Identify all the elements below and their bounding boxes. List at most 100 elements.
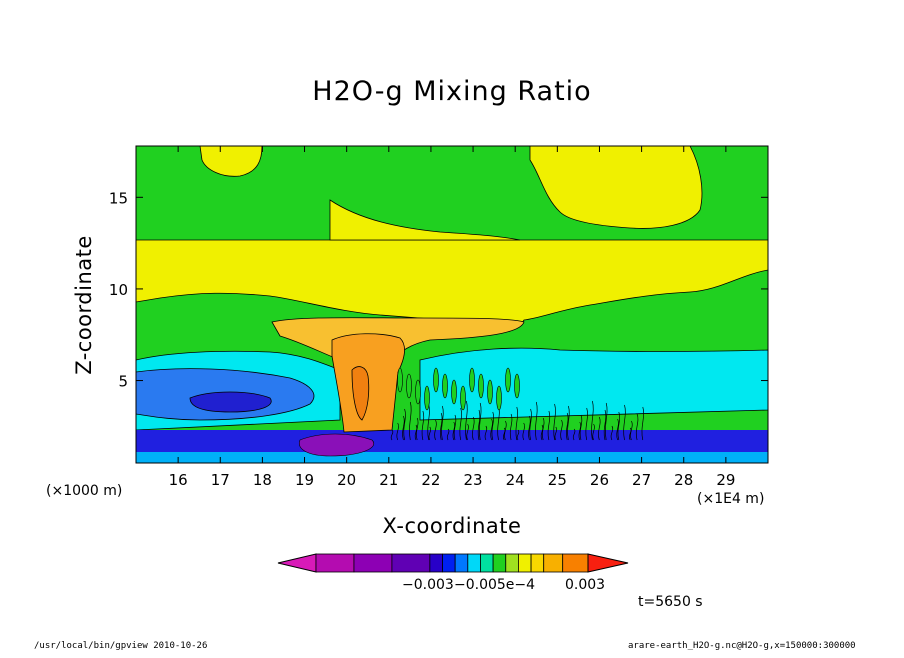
turbulence-line bbox=[591, 400, 594, 441]
plot-frame bbox=[135, 145, 769, 464]
turbulence-line bbox=[535, 401, 538, 441]
colorbar-swatch bbox=[492, 553, 507, 573]
colorbar-swatch bbox=[505, 553, 519, 573]
colorbar-arrow-right bbox=[587, 553, 629, 573]
x-tick-label: 27 bbox=[632, 471, 651, 489]
turbulence-line bbox=[503, 427, 506, 441]
colorbar-swatch bbox=[562, 553, 589, 573]
colorbar-swatch bbox=[442, 553, 456, 573]
plot-area bbox=[136, 146, 768, 463]
field-yellow-mid-top bbox=[329, 199, 521, 241]
y-ticks: 5 10 15 bbox=[109, 189, 768, 391]
x-tick-label: 22 bbox=[421, 471, 440, 489]
x-axis-title: X-coordinate bbox=[382, 514, 522, 538]
footer-left: /usr/local/bin/gpview 2010-10-26 bbox=[34, 641, 208, 651]
x-tick-label: 26 bbox=[590, 471, 609, 489]
turbulence-line bbox=[605, 402, 608, 441]
turbulence-line bbox=[509, 413, 513, 441]
turbulence-line bbox=[414, 424, 418, 441]
turbulence-line bbox=[402, 415, 405, 441]
turbulence-line bbox=[416, 417, 419, 441]
y-tick-label: 5 bbox=[118, 373, 128, 391]
turbulence-lines bbox=[390, 367, 644, 441]
x-tick-label: 25 bbox=[548, 471, 567, 489]
turbulence-line bbox=[434, 419, 437, 441]
colorbar-swatch bbox=[391, 553, 431, 573]
x-ticks: 16 17 18 19 20 21 22 23 24 25 26 27 28 29 bbox=[169, 146, 735, 489]
colorbar-swatch bbox=[518, 553, 532, 573]
x-tick-label: 18 bbox=[253, 471, 272, 489]
x-tick-label: 16 bbox=[169, 471, 188, 489]
turbulence-line bbox=[446, 428, 450, 441]
x-unit-label: (×1000 m) bbox=[46, 483, 123, 499]
turbulence-line bbox=[403, 408, 406, 441]
field-yellow-top-right bbox=[529, 146, 703, 229]
turbulence-line bbox=[529, 408, 532, 441]
turbulence-cell bbox=[433, 367, 439, 393]
turbulence-cell bbox=[514, 373, 520, 399]
x-tick-label: 23 bbox=[464, 471, 483, 489]
colorbar-swatch bbox=[530, 553, 545, 573]
turbulence-line bbox=[515, 406, 518, 441]
colorbar-swatch bbox=[467, 553, 481, 573]
turbulence-cell bbox=[505, 367, 511, 393]
field-purple-patch bbox=[299, 433, 375, 457]
turbulence-cell bbox=[451, 379, 457, 405]
turbulence-line bbox=[477, 409, 481, 441]
colorbar-swatch bbox=[454, 553, 469, 573]
x-tick-label: 29 bbox=[716, 471, 735, 489]
turbulence-line bbox=[441, 405, 444, 441]
x-tick-label: 21 bbox=[379, 471, 398, 489]
turbulence-line bbox=[491, 411, 494, 441]
turbulence-cell bbox=[469, 367, 475, 393]
turbulence-line bbox=[409, 401, 412, 441]
colorbar-swatch bbox=[429, 553, 443, 573]
colorbar bbox=[277, 553, 629, 573]
turbulence-cell bbox=[397, 367, 403, 393]
turbulence-line bbox=[578, 421, 581, 441]
colorbar-arrow-left bbox=[277, 553, 317, 573]
footer-right: arare-earth_H2O-g.nc@H2O-g,x=150000:3000… bbox=[628, 641, 856, 651]
x-tick-label: 19 bbox=[295, 471, 314, 489]
field-blue-bottom bbox=[136, 430, 768, 452]
turbulence-line bbox=[428, 426, 431, 441]
y-tick-label: 10 bbox=[109, 281, 128, 299]
turbulence-cell bbox=[478, 373, 484, 399]
turbulence-line bbox=[484, 425, 488, 441]
y-tick-label: 15 bbox=[109, 189, 128, 207]
colorbar-swatch bbox=[315, 553, 355, 573]
turbulence-line bbox=[466, 423, 469, 441]
turbulence-line bbox=[630, 420, 633, 441]
turbulence-line bbox=[585, 407, 588, 441]
colorbar-swatch bbox=[480, 553, 494, 573]
colorbar-swatch bbox=[353, 553, 393, 573]
turbulence-line bbox=[572, 428, 576, 441]
field-yellow-top-left bbox=[199, 146, 263, 177]
turbulence-line bbox=[616, 418, 619, 441]
x-tick-label: 28 bbox=[674, 471, 693, 489]
field-darkorange-core bbox=[351, 366, 370, 421]
turbulence-line bbox=[490, 418, 493, 441]
turbulence-line bbox=[566, 412, 569, 441]
turbulence-line bbox=[554, 426, 557, 441]
turbulence-line bbox=[390, 429, 394, 441]
turbulence-line bbox=[472, 416, 475, 441]
colorbar-label-0: −0.003 bbox=[402, 577, 454, 593]
turbulence-line bbox=[560, 419, 563, 441]
turbulence-line bbox=[592, 423, 595, 441]
turbulence-line bbox=[465, 400, 468, 441]
turbulence-line bbox=[547, 410, 551, 441]
turbulence-line bbox=[629, 427, 632, 441]
turbulence-line bbox=[504, 420, 507, 441]
colorbar-label-2: 0.003 bbox=[565, 577, 606, 593]
turbulence-cell bbox=[487, 379, 493, 405]
turbulence-line bbox=[440, 412, 443, 441]
turbulence-cell bbox=[415, 379, 421, 405]
turbulence-line bbox=[617, 411, 620, 441]
field-cyan-right bbox=[419, 347, 768, 421]
x-tick-label: 20 bbox=[337, 471, 356, 489]
turbulence-cell bbox=[496, 385, 502, 411]
turbulence-line bbox=[623, 404, 626, 441]
